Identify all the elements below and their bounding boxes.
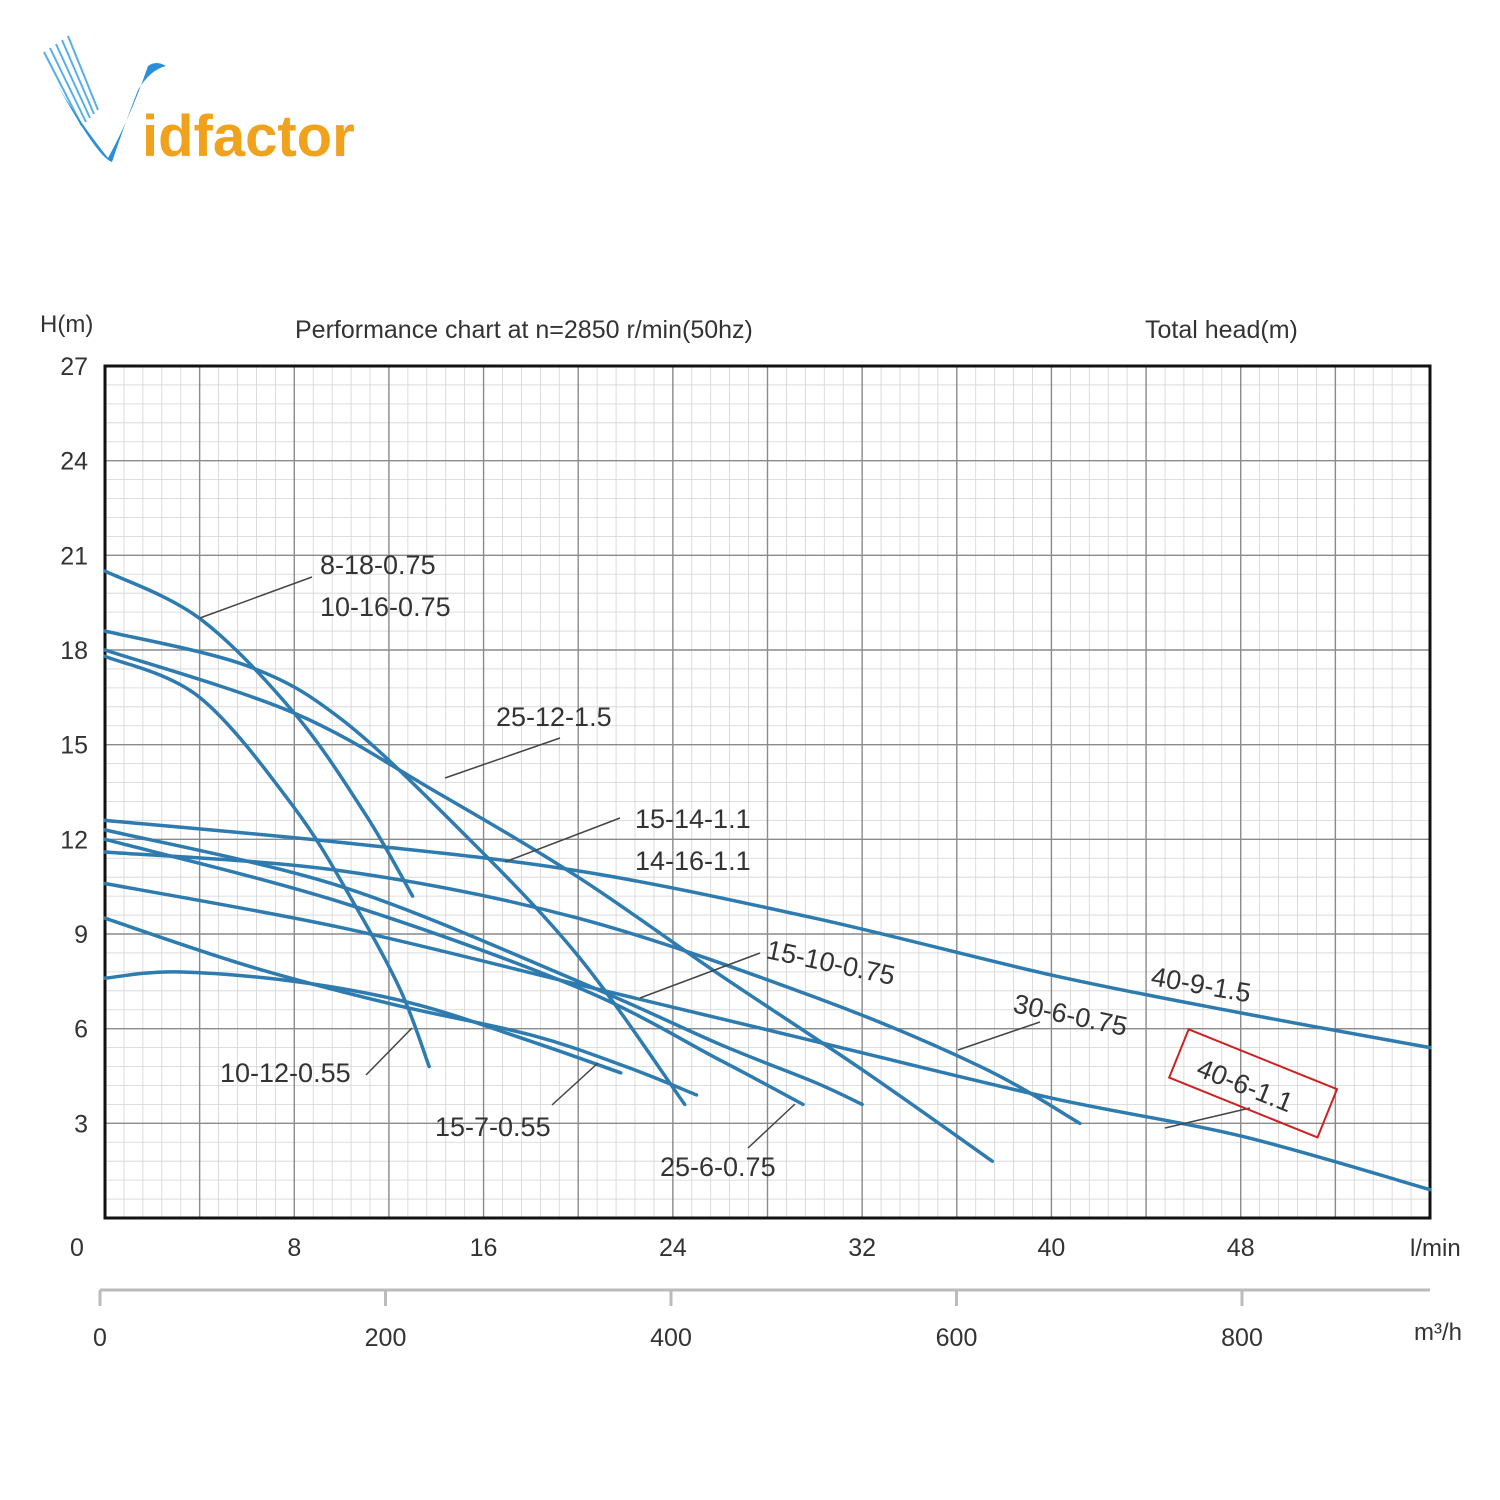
leader-line bbox=[199, 576, 313, 619]
annotation-10-12-0.55: 10-12-0.55 bbox=[220, 1058, 351, 1088]
y-axis-label: H(m) bbox=[40, 311, 93, 338]
y-tick-label: 18 bbox=[60, 637, 88, 665]
right-axis-label: Total head(m) bbox=[1145, 316, 1298, 344]
annotation-8-18-0.75: 8-18-0.75 10-16-0.75 bbox=[320, 550, 451, 622]
leader-line bbox=[551, 1062, 599, 1106]
annotation-label: 15-7-0.55 bbox=[435, 1112, 551, 1142]
annotation-label: 14-16-1.1 bbox=[635, 846, 751, 876]
leader-line bbox=[504, 817, 621, 863]
annotation-label: 10-16-0.75 bbox=[320, 592, 451, 622]
x-tick-label: 16 bbox=[470, 1234, 498, 1262]
x-tick-label: 48 bbox=[1227, 1234, 1255, 1262]
leader-line bbox=[365, 1027, 413, 1076]
leader-line bbox=[747, 1103, 796, 1149]
y-tick-label: 15 bbox=[60, 732, 88, 760]
annotation-label: 15-10-0.75 bbox=[764, 935, 898, 991]
annotation-label: 10-12-0.55 bbox=[220, 1058, 351, 1088]
x-axis-unit-label: l/min bbox=[1410, 1235, 1461, 1262]
annotation-label: 40-9-1.5 bbox=[1149, 961, 1253, 1008]
curve-25-6-0.75 bbox=[103, 916, 699, 1097]
annotation-15-10-0.75: 15-10-0.75 bbox=[764, 935, 898, 991]
x-tick-label: 0 bbox=[70, 1234, 84, 1262]
y-tick-label: 3 bbox=[74, 1110, 88, 1138]
x2-tick-label: 0 bbox=[93, 1324, 107, 1352]
highlight-box bbox=[1167, 1027, 1339, 1139]
x-tick-label: 40 bbox=[1038, 1234, 1066, 1262]
x-tick-label: 32 bbox=[848, 1234, 876, 1262]
leader-line bbox=[1164, 1107, 1251, 1129]
x2-axis-unit-label: m³/h bbox=[1414, 1319, 1462, 1346]
curve-annotations: 8-18-0.75 10-16-0.75 25-12-1.5 15-14-1.1 14-… bbox=[220, 550, 1339, 1182]
secondary-x-axis: 0 200 400 600 800 bbox=[93, 1288, 1430, 1352]
curve-15-7-0.55 bbox=[103, 970, 623, 1075]
annotation-40-9-1.5: 40-9-1.5 bbox=[1149, 961, 1253, 1008]
x2-tick-label: 200 bbox=[365, 1324, 407, 1352]
x-tick-labels: 0 8 16 24 32 40 48 bbox=[70, 1234, 1255, 1262]
annotation-label: 25-12-1.5 bbox=[496, 702, 612, 732]
annotation-label: 8-18-0.75 bbox=[320, 550, 436, 580]
curve-30-6-0.75 bbox=[103, 850, 1082, 1126]
y-tick-label: 24 bbox=[60, 448, 88, 476]
x2-tick-label: 800 bbox=[1221, 1324, 1263, 1352]
leader-line bbox=[444, 737, 561, 779]
annotation-25-6-0.75: 25-6-0.75 bbox=[660, 1152, 776, 1182]
y-tick-label: 27 bbox=[60, 353, 88, 381]
x-tick-label: 8 bbox=[287, 1234, 301, 1262]
curve-15-14-1.1 bbox=[103, 648, 995, 1163]
curve-10-16-0.75 bbox=[103, 654, 431, 1069]
x2-tick-label: 600 bbox=[936, 1324, 978, 1352]
y-tick-labels: 3 6 9 12 15 18 21 24 27 bbox=[60, 353, 88, 1138]
plot-frame bbox=[103, 364, 1432, 1220]
annotation-15-7-0.55: 15-7-0.55 bbox=[435, 1112, 551, 1142]
chart-title: Performance chart at n=2850 r/min(50hz) bbox=[295, 316, 753, 344]
y-tick-label: 12 bbox=[60, 826, 88, 854]
y-tick-label: 21 bbox=[60, 542, 88, 570]
leader-line bbox=[639, 952, 761, 999]
vidfactor-logo: idfactor bbox=[43, 35, 355, 169]
pump-curves bbox=[103, 569, 1432, 1192]
leader-lines bbox=[199, 576, 1251, 1149]
annotation-label: 25-6-0.75 bbox=[660, 1152, 776, 1182]
curve-25-12-1.5 bbox=[103, 629, 687, 1107]
logo-feather-icon bbox=[43, 35, 99, 127]
leader-line bbox=[957, 1021, 1041, 1051]
curve-14-16-1.1 bbox=[103, 828, 864, 1107]
curve-15-10-0.75 bbox=[103, 837, 805, 1107]
y-tick-label: 6 bbox=[74, 1016, 88, 1044]
x-tick-label: 24 bbox=[659, 1234, 687, 1262]
logo-wordmark: idfactor bbox=[142, 104, 355, 169]
annotation-15-14-1.1: 15-14-1.1 14-16-1.1 bbox=[635, 804, 751, 876]
annotation-label: 15-14-1.1 bbox=[635, 804, 751, 834]
y-tick-label: 9 bbox=[74, 921, 88, 949]
curve-40-9-1.5 bbox=[103, 818, 1432, 1050]
curve-40-6-1.1 bbox=[103, 881, 1432, 1192]
annotation-25-12-1.5: 25-12-1.5 bbox=[496, 702, 612, 732]
x2-tick-label: 400 bbox=[650, 1324, 692, 1352]
